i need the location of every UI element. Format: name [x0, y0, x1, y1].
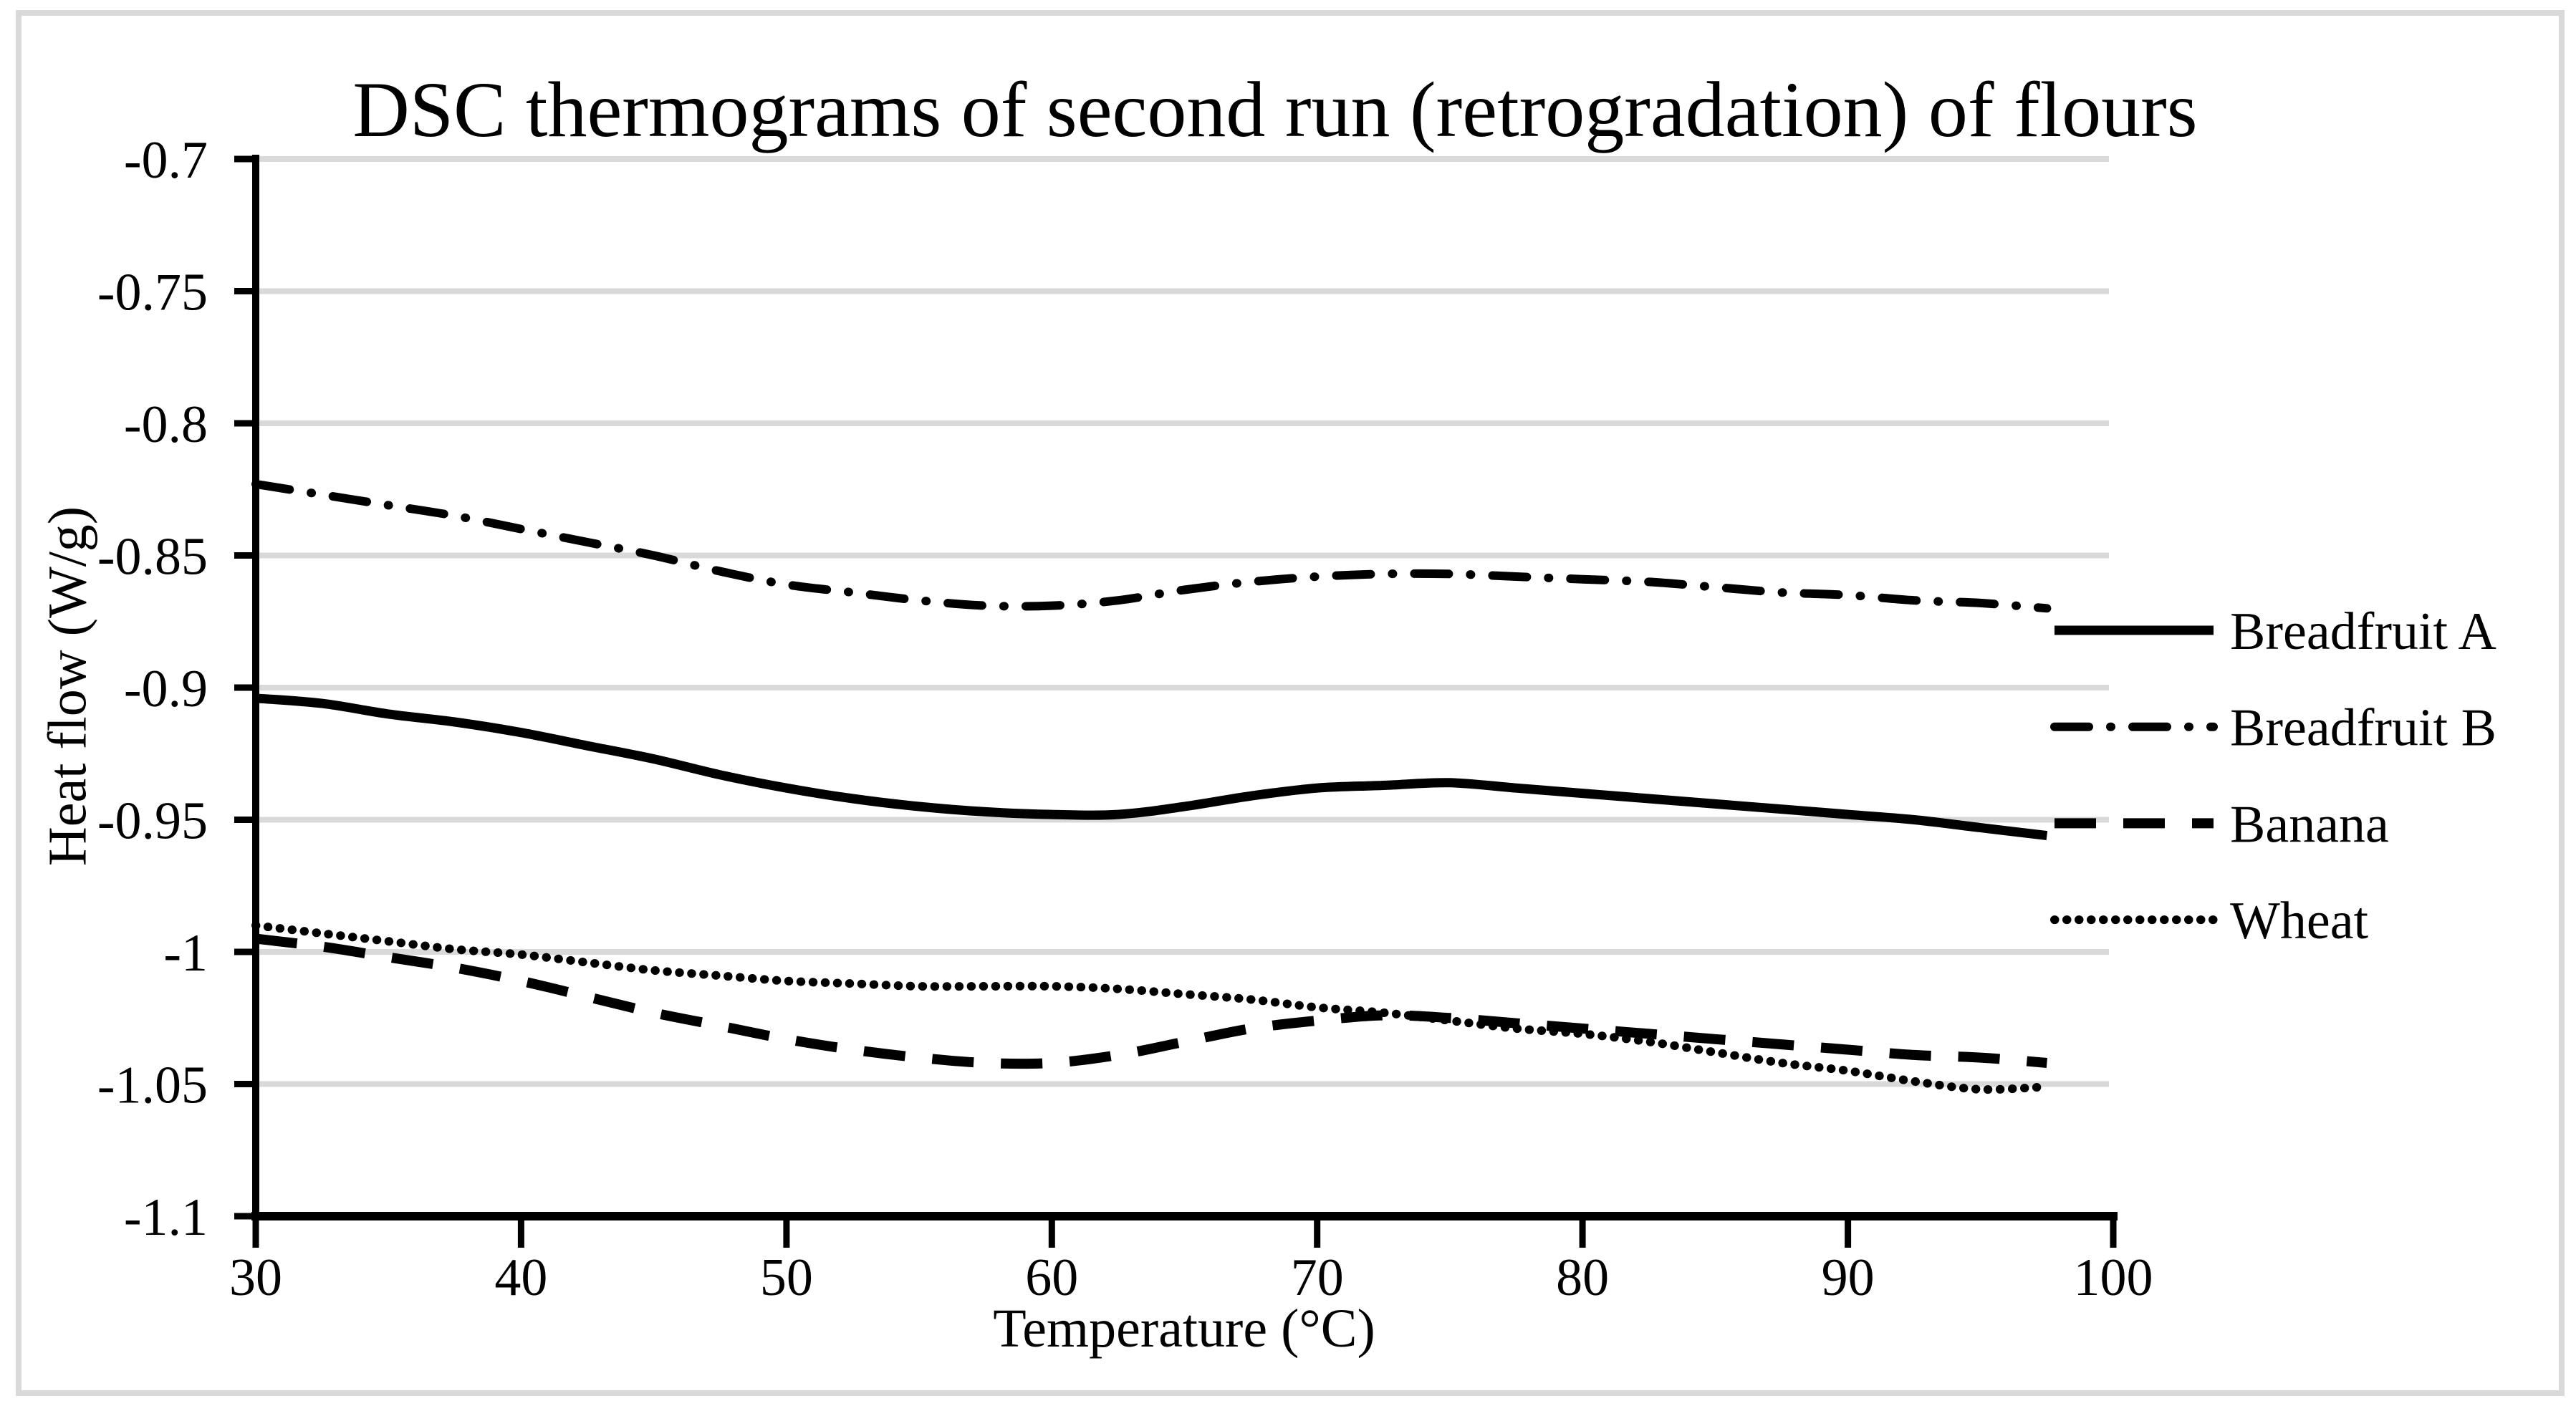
y-tick-label-8: -1.1	[124, 1188, 208, 1247]
chart-title: DSC thermograms of second run (retrograd…	[352, 66, 2198, 153]
legend-label-banana: Banana	[2230, 795, 2389, 854]
y-tick-label-1: -0.75	[97, 264, 208, 322]
legend-label-breadfruit-b: Breadfruit B	[2230, 699, 2496, 758]
x-tick-label-2: 50	[760, 1248, 813, 1307]
y-tick-label-4: -0.9	[124, 660, 208, 718]
x-tick-label-5: 80	[1556, 1248, 1609, 1307]
x-axis-title: Temperature (°C)	[993, 1299, 1375, 1359]
y-tick-label-2: -0.8	[124, 395, 208, 454]
x-tick-label-7: 100	[2074, 1248, 2153, 1307]
x-tick-label-6: 90	[1822, 1248, 1875, 1307]
legend-label-wheat: Wheat	[2230, 892, 2369, 950]
x-tick-label-4: 70	[1291, 1248, 1344, 1307]
y-tick-label-6: -1	[163, 924, 208, 983]
series-line-wheat	[251, 921, 2052, 1094]
legend-label-breadfruit-a: Breadfruit A	[2230, 602, 2496, 661]
x-tick-label-0: 30	[229, 1248, 282, 1307]
x-tick-label-3: 60	[1025, 1248, 1078, 1307]
series-line-breadfruit-a	[255, 693, 2048, 841]
x-tick-label-1: 40	[494, 1248, 547, 1307]
y-tick-label-0: -0.7	[124, 131, 208, 190]
y-tick-label-5: -0.95	[97, 792, 208, 851]
y-tick-label-3: -0.85	[97, 528, 208, 587]
y-tick-label-7: -1.05	[97, 1056, 208, 1115]
series-line-breadfruit-b	[251, 479, 2052, 613]
series-line-banana	[255, 933, 2047, 1069]
